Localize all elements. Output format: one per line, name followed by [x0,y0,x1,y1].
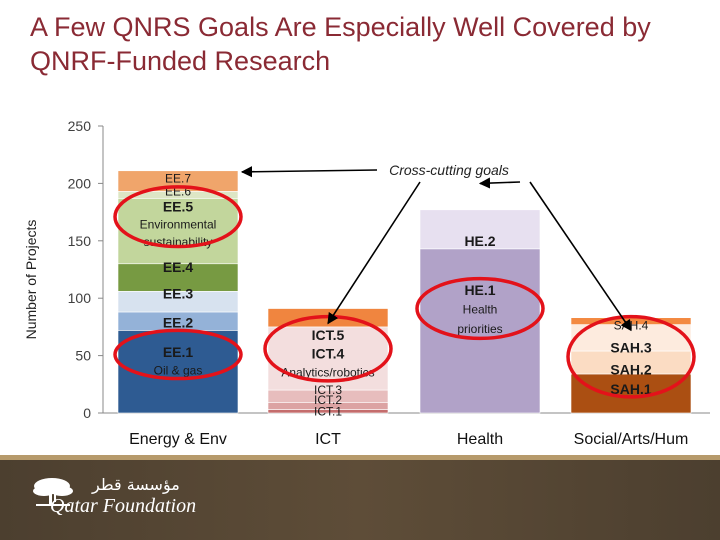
annotation-cross-cutting-goals: Cross-cutting goals [389,162,509,178]
segment-label: EE.2 [163,314,194,330]
highlight-circle [113,185,243,249]
segment-label: ICT.2 [314,393,342,407]
segment-label: Health [463,303,498,317]
segment-label: HE.2 [464,233,495,249]
segment-label: SAH.1 [610,381,651,397]
x-category-label: Social/Arts/Hum [574,431,689,448]
segment-label: Oil & gas [154,363,203,377]
x-category-label: Health [457,431,503,448]
page-title: A Few QNRS Goals Are Especially Well Cov… [30,12,651,76]
y-tick-label: 250 [68,118,92,134]
annotation-arrow [327,181,421,325]
annotation-arrow [478,177,521,189]
segment-label: ICT.3 [314,383,342,397]
footer-bar [0,460,720,540]
highlight-circle [415,276,545,341]
segment-label: Analytics/robotics [281,366,374,380]
segment-label: EE.7 [165,172,191,186]
qatar-foundation-tree-icon [33,478,73,506]
segment-label: priorities [457,322,502,336]
y-tick-label: 150 [68,233,92,249]
x-category-label: Energy & Env [129,431,227,448]
bar-segment-ee-7 [117,170,239,192]
footer-stripe [0,455,720,460]
segment-label: SAH.3 [610,340,651,356]
segment-label: ICT.1 [314,405,342,419]
highlight-circle [566,314,696,399]
bar-segment-he-2 [419,209,541,250]
bar-segment-ee-5 [117,198,239,265]
y-tick-label: 0 [83,405,91,421]
segment-label: EE.5 [163,198,194,214]
segment-label: Environmental [140,218,217,232]
segment-label: EE.1 [163,344,194,360]
annotation-arrow [529,181,632,332]
logo-arabic-text: مؤسسة قطر [92,475,180,494]
y-tick-label: 50 [75,348,91,364]
segment-label: SAH.2 [610,361,651,377]
segment-label: ICT.5 [312,327,345,343]
segment-label: EE.4 [163,259,194,275]
x-category-label: ICT [315,431,341,448]
segment-label: EE.3 [163,286,194,302]
stacked-bar-chart: 0 50 100 150 200 250 Number of Projects Energy … [23,118,710,448]
segment-label: HE.1 [464,282,495,298]
bar-segment-sah-1 [570,373,692,414]
logo-text: Qatar Foundation [50,495,197,517]
highlight-circle [113,328,243,381]
y-axis-label: Number of Projects [23,220,39,340]
annotation-arrow [240,166,378,178]
y-tick-label: 200 [68,175,92,191]
y-tick-label: 100 [68,290,92,306]
segment-label: ICT.4 [312,345,345,361]
segment-label: SAH.4 [614,319,649,333]
bar-segment-ee-4 [117,263,239,292]
